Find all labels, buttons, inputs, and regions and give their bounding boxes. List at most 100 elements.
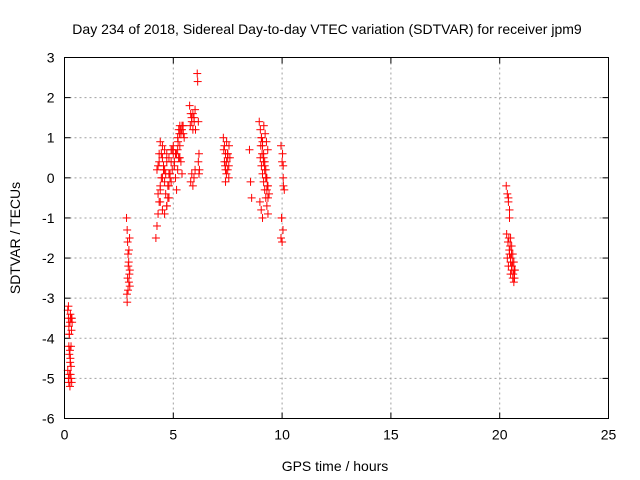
data-point [172,185,181,194]
y-tick-label: -2 [42,250,55,266]
data-point [258,149,267,158]
data-point [194,117,203,126]
data-point [65,330,74,339]
data-point [261,129,270,138]
data-point [188,181,197,190]
data-point [223,149,232,158]
y-axis-label: SDTVAR / TECUs [7,182,23,294]
data-point [176,125,185,134]
data-point [169,141,178,150]
data-point [502,181,511,190]
y-tick-label: 1 [47,130,55,146]
data-point [123,298,132,307]
data-point [67,314,76,323]
x-axis-label: GPS time / hours [282,458,389,474]
data-point [191,125,200,134]
y-tick-label: 0 [47,170,55,186]
y-tick-label: -3 [42,290,55,306]
data-point [67,326,76,335]
data-point [168,165,177,174]
data-point [64,322,73,331]
data-point [124,262,133,271]
data-point [256,141,265,150]
y-tick-label: -4 [42,330,55,346]
data-point [173,145,182,154]
data-point [265,189,274,198]
x-tick-label: 20 [492,427,508,443]
data-point [65,350,74,359]
x-tick-label: 0 [61,427,69,443]
data-point [158,205,167,214]
data-point [222,137,231,146]
data-point [509,278,518,287]
data-point [174,137,183,146]
data-point [260,161,269,170]
data-point [123,274,132,283]
data-point [180,133,189,142]
data-point [194,157,203,166]
data-point [259,153,268,162]
data-point [67,374,76,383]
plot-frame [64,57,609,419]
data-point [124,246,133,255]
data-point [262,201,271,210]
data-point [279,181,288,190]
data-point [277,213,286,222]
data-point [164,169,173,178]
data-point [279,173,288,182]
data-point [193,69,202,78]
data-point [505,205,514,214]
data-point [152,221,161,230]
data-point [221,165,230,174]
chart-title: Day 234 of 2018, Sidereal Day-to-day VTE… [72,21,582,37]
data-point [124,286,133,295]
data-point [508,274,517,283]
data-point [191,105,200,114]
data-point [65,382,74,391]
data-point [194,149,203,158]
data-point [162,201,171,210]
data-point [159,161,168,170]
data-point [156,197,165,206]
data-point [224,173,233,182]
data-point [156,181,165,190]
data-point [166,173,175,182]
data-point [219,133,228,142]
data-point [170,157,179,166]
data-point [506,242,515,251]
data-point [277,234,286,242]
data-point [151,234,160,242]
data-point [245,145,254,154]
data-point [257,133,266,142]
x-tick-label: 5 [169,427,177,443]
data-point [503,189,512,198]
data-point [280,185,289,194]
y-tick-label: -1 [42,210,55,226]
data-point [123,238,132,247]
data-point [504,234,513,242]
y-tick-label: -6 [42,411,55,427]
data-point [161,189,170,198]
data-point [504,193,513,202]
data-point [155,157,164,166]
data-point [261,173,270,182]
data-point [255,117,264,126]
data-point [508,258,517,267]
data-point [278,157,287,166]
data-point [63,306,72,315]
data-point [174,153,183,162]
x-tick-label: 25 [601,427,617,443]
y-tick-label: 3 [47,50,55,66]
data-point [167,177,176,186]
data-point [220,157,229,166]
data-point [263,193,272,202]
data-point [258,169,267,178]
data-point [263,209,272,218]
data-point [503,254,512,263]
data-point [256,125,265,134]
data-point [262,185,271,194]
data-point [66,358,75,367]
data-point [123,225,132,234]
x-tick-label: 15 [383,427,399,443]
